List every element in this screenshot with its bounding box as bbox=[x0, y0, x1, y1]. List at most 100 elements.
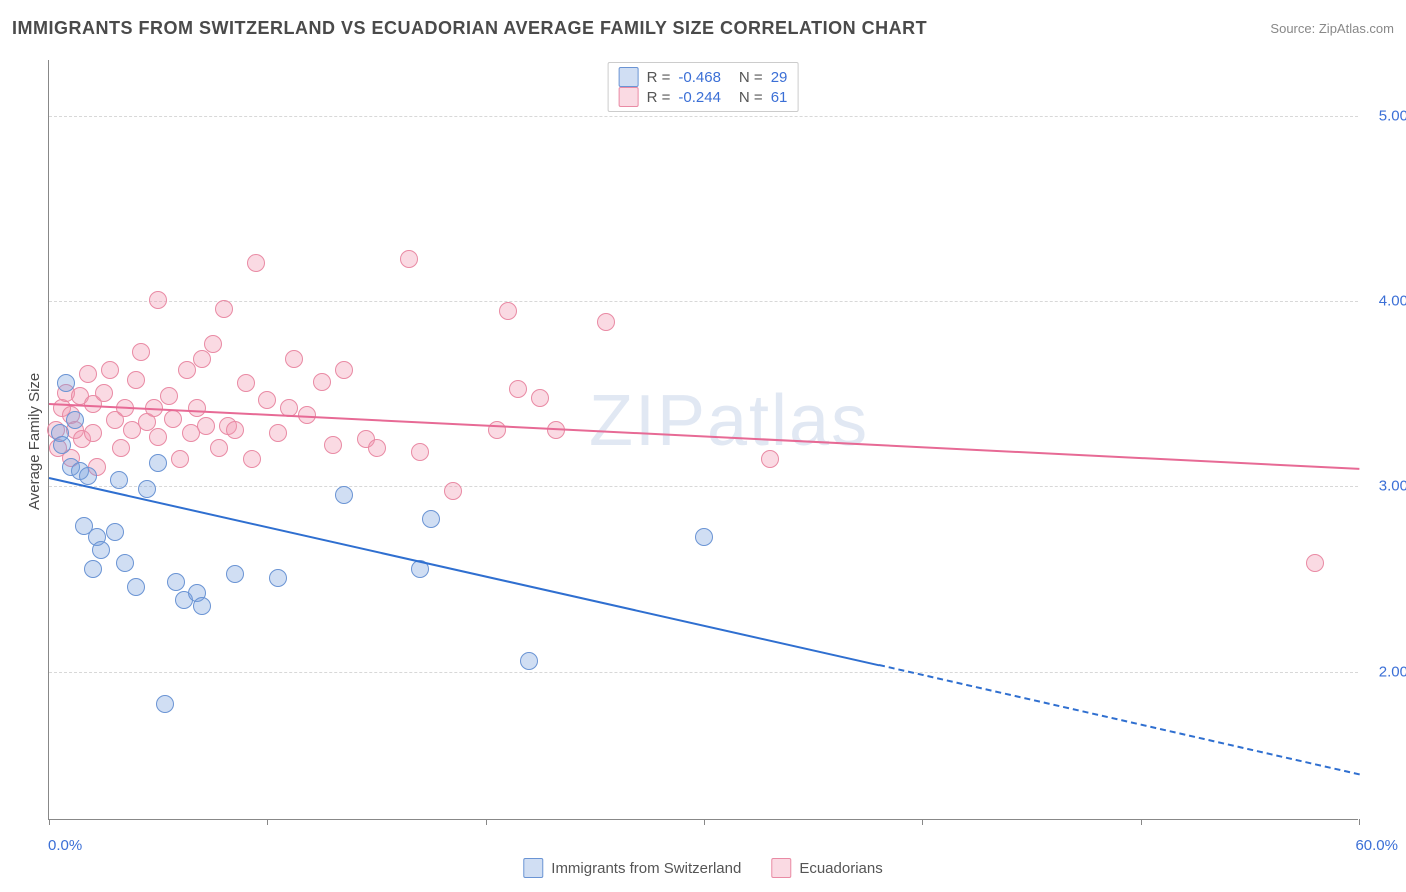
swatch-switzerland bbox=[523, 858, 543, 878]
scatter-point bbox=[499, 302, 517, 320]
x-tick bbox=[486, 819, 487, 825]
y-tick-label: 3.00 bbox=[1379, 478, 1406, 495]
legend-r-label: R = bbox=[647, 69, 671, 86]
scatter-point bbox=[258, 391, 276, 409]
scatter-point bbox=[226, 565, 244, 583]
legend-row-switzerland: R = -0.468 N = 29 bbox=[619, 67, 788, 87]
scatter-point bbox=[106, 523, 124, 541]
scatter-point bbox=[95, 384, 113, 402]
scatter-point bbox=[324, 436, 342, 454]
series-legend: Immigrants from Switzerland Ecuadorians bbox=[523, 858, 882, 878]
source-attribution: Source: ZipAtlas.com bbox=[1270, 21, 1394, 36]
x-min-label: 0.0% bbox=[48, 837, 82, 854]
scatter-point bbox=[112, 439, 130, 457]
legend-r-label: R = bbox=[647, 89, 671, 106]
scatter-point bbox=[488, 421, 506, 439]
x-tick bbox=[1141, 819, 1142, 825]
scatter-point bbox=[400, 250, 418, 268]
chart-header: IMMIGRANTS FROM SWITZERLAND VS ECUADORIA… bbox=[12, 18, 1394, 39]
scatter-point bbox=[160, 387, 178, 405]
scatter-point bbox=[149, 291, 167, 309]
scatter-point bbox=[84, 424, 102, 442]
source-label: Source: bbox=[1270, 21, 1315, 36]
legend-r-value-switzerland: -0.468 bbox=[678, 69, 721, 86]
scatter-point bbox=[444, 482, 462, 500]
legend-n-label: N = bbox=[739, 89, 763, 106]
scatter-point bbox=[138, 480, 156, 498]
trend-line bbox=[878, 664, 1359, 775]
scatter-point bbox=[178, 361, 196, 379]
scatter-point bbox=[79, 365, 97, 383]
scatter-point bbox=[92, 541, 110, 559]
scatter-point bbox=[79, 467, 97, 485]
scatter-point bbox=[53, 436, 71, 454]
scatter-point bbox=[84, 560, 102, 578]
scatter-point bbox=[101, 361, 119, 379]
scatter-point bbox=[210, 439, 228, 457]
scatter-point bbox=[149, 428, 167, 446]
scatter-point bbox=[531, 389, 549, 407]
scatter-point bbox=[411, 443, 429, 461]
scatter-point bbox=[188, 399, 206, 417]
scatter-point bbox=[247, 254, 265, 272]
scatter-point bbox=[149, 454, 167, 472]
scatter-point bbox=[204, 335, 222, 353]
x-tick bbox=[49, 819, 50, 825]
scatter-point bbox=[269, 569, 287, 587]
scatter-point bbox=[164, 410, 182, 428]
gridline bbox=[49, 301, 1358, 302]
scatter-point bbox=[597, 313, 615, 331]
source-link[interactable]: ZipAtlas.com bbox=[1319, 21, 1394, 36]
scatter-point bbox=[335, 361, 353, 379]
legend-item-ecuadorians: Ecuadorians bbox=[771, 858, 882, 878]
scatter-point bbox=[156, 695, 174, 713]
x-max-label: 60.0% bbox=[1355, 837, 1398, 854]
scatter-point bbox=[127, 371, 145, 389]
scatter-plot-area: ZIPatlas 2.003.004.005.00 bbox=[48, 60, 1358, 820]
scatter-point bbox=[335, 486, 353, 504]
scatter-point bbox=[509, 380, 527, 398]
x-tick bbox=[1359, 819, 1360, 825]
scatter-point bbox=[368, 439, 386, 457]
scatter-point bbox=[66, 411, 84, 429]
scatter-point bbox=[1306, 554, 1324, 572]
scatter-point bbox=[116, 554, 134, 572]
legend-label-ecuadorians: Ecuadorians bbox=[799, 860, 882, 877]
scatter-point bbox=[215, 300, 233, 318]
scatter-point bbox=[269, 424, 287, 442]
x-tick bbox=[267, 819, 268, 825]
scatter-point bbox=[761, 450, 779, 468]
legend-n-value-switzerland: 29 bbox=[771, 69, 788, 86]
y-tick-label: 2.00 bbox=[1379, 663, 1406, 680]
trend-line bbox=[49, 477, 879, 666]
scatter-point bbox=[285, 350, 303, 368]
legend-row-ecuadorians: R = -0.244 N = 61 bbox=[619, 87, 788, 107]
gridline bbox=[49, 486, 1358, 487]
scatter-point bbox=[132, 343, 150, 361]
gridline bbox=[49, 672, 1358, 673]
scatter-point bbox=[237, 374, 255, 392]
swatch-ecuadorians bbox=[619, 87, 639, 107]
scatter-point bbox=[695, 528, 713, 546]
scatter-point bbox=[110, 471, 128, 489]
scatter-point bbox=[127, 578, 145, 596]
scatter-point bbox=[520, 652, 538, 670]
scatter-point bbox=[422, 510, 440, 528]
scatter-point bbox=[193, 350, 211, 368]
scatter-point bbox=[171, 450, 189, 468]
legend-label-switzerland: Immigrants from Switzerland bbox=[551, 860, 741, 877]
gridline bbox=[49, 116, 1358, 117]
legend-r-value-ecuadorians: -0.244 bbox=[678, 89, 721, 106]
legend-item-switzerland: Immigrants from Switzerland bbox=[523, 858, 741, 878]
scatter-point bbox=[57, 374, 75, 392]
watermark-text: ZIPatlas bbox=[589, 380, 869, 462]
correlation-legend: R = -0.468 N = 29 R = -0.244 N = 61 bbox=[608, 62, 799, 112]
x-tick bbox=[704, 819, 705, 825]
y-tick-label: 5.00 bbox=[1379, 107, 1406, 124]
scatter-point bbox=[243, 450, 261, 468]
legend-n-label: N = bbox=[739, 69, 763, 86]
scatter-point bbox=[193, 597, 211, 615]
scatter-point bbox=[226, 421, 244, 439]
scatter-point bbox=[313, 373, 331, 391]
y-tick-label: 4.00 bbox=[1379, 292, 1406, 309]
